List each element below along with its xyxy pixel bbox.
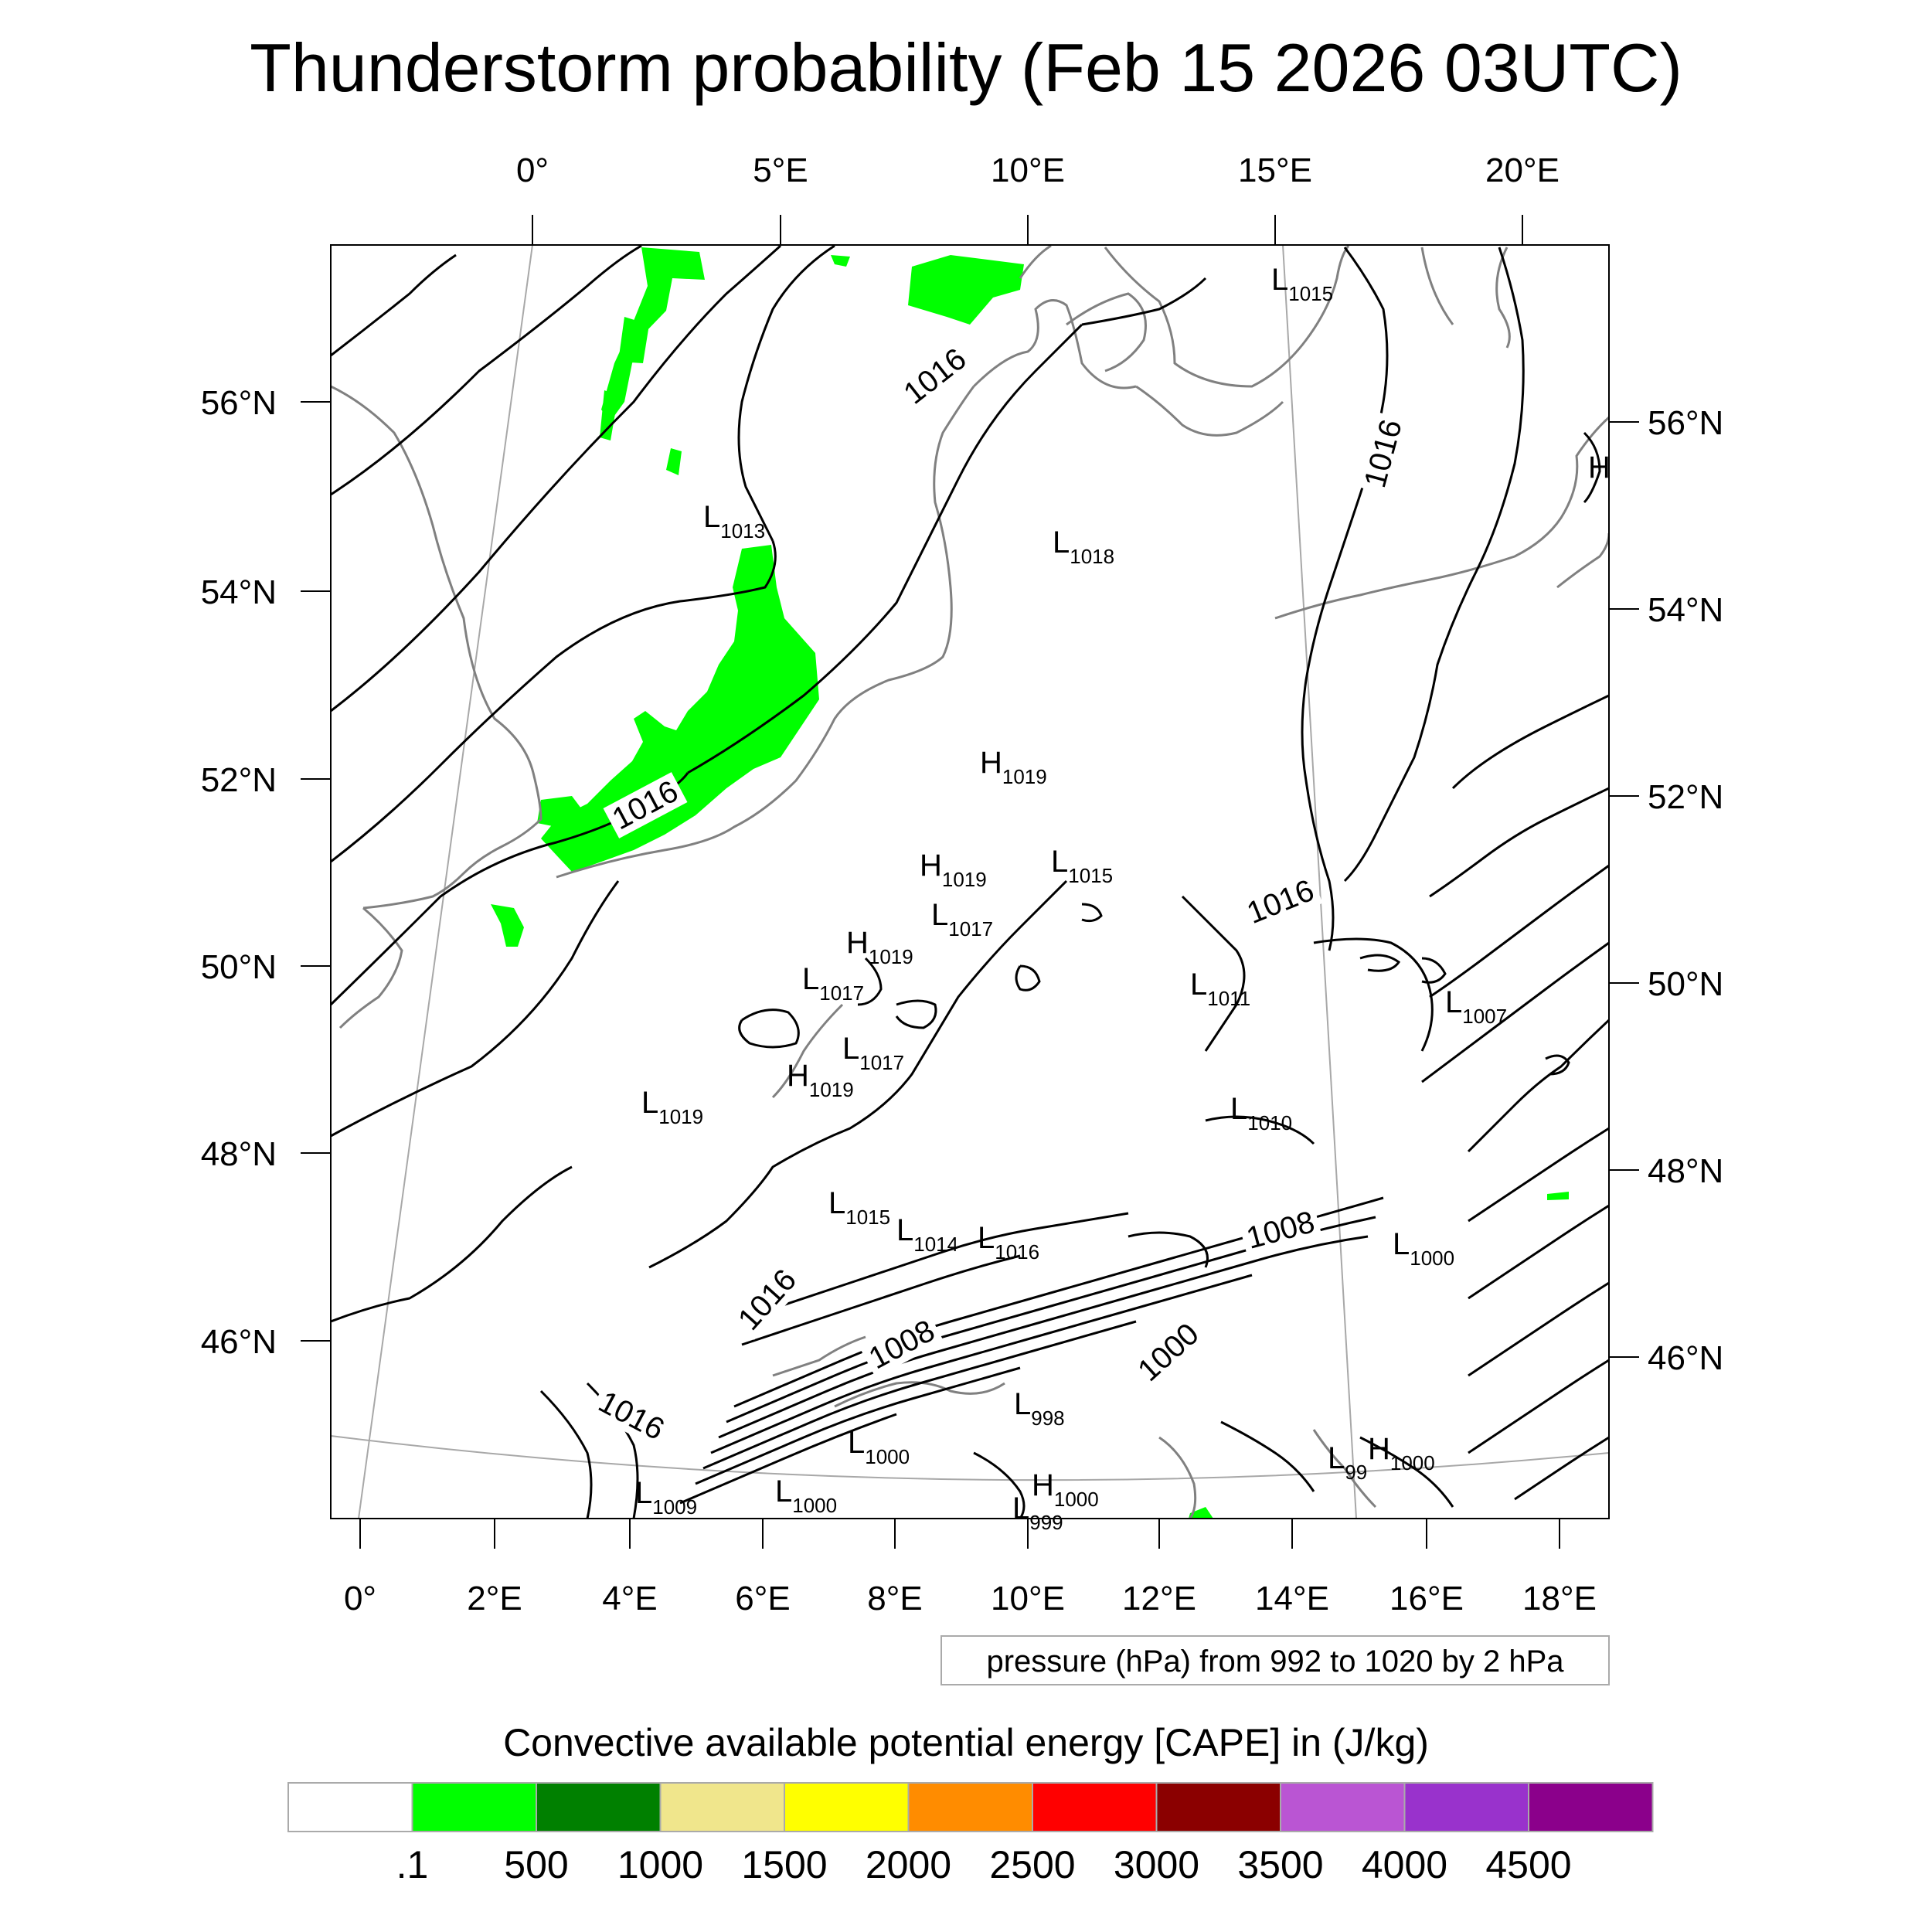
- pressure-center: L99: [1328, 1441, 1367, 1484]
- colorbar-label: 4500: [1485, 1843, 1571, 1886]
- coastlines: [331, 245, 1609, 1519]
- isobars: [331, 245, 1609, 1519]
- colorbar-label: 4000: [1362, 1843, 1447, 1886]
- pressure-center: H1019: [787, 1059, 854, 1101]
- right-lat-label: 46°N: [1648, 1339, 1723, 1377]
- bottom-lon-label: 6°E: [735, 1580, 790, 1617]
- left-lat-label: 56°N: [201, 384, 277, 422]
- pressure-center: L1000: [775, 1475, 837, 1517]
- bottom-lon-label: 14°E: [1255, 1580, 1329, 1617]
- page-title: Thunderstorm probability (Feb 15 2026 03…: [250, 29, 1682, 106]
- colorbar-label: 3500: [1237, 1843, 1323, 1886]
- top-lon-label: 0°: [516, 151, 549, 189]
- bottom-lon-label: 2°E: [467, 1580, 522, 1617]
- colorbar-swatch: [1403, 1782, 1529, 1832]
- pressure-center: L1015: [828, 1186, 890, 1229]
- pressure-center: L1015: [1051, 845, 1113, 887]
- bottom-lon-label: 18°E: [1522, 1580, 1597, 1617]
- colorbar-label: 3000: [1114, 1843, 1199, 1886]
- map-frame: [330, 244, 1610, 1519]
- left-lat-label: 52°N: [201, 761, 277, 799]
- colorbar-swatch: [659, 1782, 785, 1832]
- left-lat-label: 54°N: [201, 573, 277, 611]
- pressure-center: L1019: [641, 1086, 703, 1128]
- bottom-lon-label: 12°E: [1122, 1580, 1196, 1617]
- pressure-center: H1019: [980, 746, 1047, 788]
- pressure-center: L999: [1012, 1492, 1063, 1534]
- colorbar-title: Convective available potential energy [C…: [503, 1721, 1429, 1764]
- colorbar-swatch: [536, 1782, 662, 1832]
- pressure-center: L1017: [802, 962, 864, 1005]
- colorbar-label: 2500: [989, 1843, 1075, 1886]
- pressure-center: L1000: [848, 1426, 910, 1468]
- pressure-center: L1015: [1271, 263, 1333, 305]
- right-lat-label: 52°N: [1648, 778, 1723, 816]
- pressure-center: L1007: [1445, 985, 1507, 1028]
- isobar-label: 1016: [1243, 873, 1319, 930]
- pressure-center: L1010: [1230, 1092, 1292, 1134]
- colorbar-swatch: [907, 1782, 1033, 1832]
- right-lat-label: 56°N: [1648, 404, 1723, 442]
- bottom-lon-label: 10°E: [991, 1580, 1065, 1617]
- pressure-center: H1019: [920, 849, 987, 891]
- pressure-center: L1017: [931, 898, 993, 940]
- colorbar-swatch: [784, 1782, 910, 1832]
- bottom-lon-label: 16°E: [1389, 1580, 1464, 1617]
- colorbar-label: .1: [396, 1843, 429, 1886]
- right-lat-label: 48°N: [1648, 1152, 1723, 1190]
- colorbar-swatch: [1032, 1782, 1158, 1832]
- top-lon-label: 5°E: [753, 151, 808, 189]
- map: 0° 5°E 10°E 15°E 20°E 0° 2°E 4°E 6°E 8°E…: [201, 151, 1723, 1685]
- left-lat-label: 50°N: [201, 948, 277, 986]
- pressure-center: L1000: [1393, 1227, 1454, 1270]
- colorbar-swatch: [411, 1782, 537, 1832]
- colorbar-swatch: [287, 1782, 413, 1832]
- left-lat-label: 48°N: [201, 1135, 277, 1173]
- colorbar-label: 1000: [617, 1843, 703, 1886]
- pressure-center: H: [1588, 451, 1611, 485]
- colorbar-label: 500: [504, 1843, 568, 1886]
- left-lat-label: 46°N: [201, 1323, 277, 1361]
- pressure-center: H1019: [846, 926, 913, 968]
- colorbar: Convective available potential energy [C…: [287, 1721, 1654, 1886]
- pressure-center: H1000: [1368, 1432, 1435, 1475]
- colorbar-label: 1500: [741, 1843, 827, 1886]
- top-lon-label: 20°E: [1485, 151, 1560, 189]
- bottom-lon-label: 8°E: [867, 1580, 922, 1617]
- pressure-center: L1016: [978, 1221, 1039, 1264]
- pressure-center: L1011: [1190, 968, 1250, 1010]
- cape-area: [491, 247, 1569, 1519]
- right-lat-label: 54°N: [1648, 591, 1723, 629]
- colorbar-swatch: [1155, 1782, 1281, 1832]
- colorbar-swatch: [1280, 1782, 1406, 1832]
- pressure-note: pressure (hPa) from 992 to 1020 by 2 hPa: [986, 1645, 1564, 1679]
- isobar-label: 1016: [1358, 416, 1409, 491]
- top-lon-label: 10°E: [991, 151, 1065, 189]
- right-lat-label: 50°N: [1648, 965, 1723, 1003]
- bottom-lon-label: 4°E: [602, 1580, 657, 1617]
- isobar-label: 1016: [593, 1385, 669, 1447]
- pressure-center: L1018: [1053, 526, 1114, 568]
- pressure-center: L1017: [842, 1032, 904, 1074]
- top-lon-label: 15°E: [1238, 151, 1312, 189]
- pressure-center: H1000: [1032, 1468, 1099, 1511]
- pressure-center: L1014: [896, 1213, 958, 1256]
- ticks: [301, 215, 1639, 1549]
- colorbar-swatch: [1528, 1782, 1654, 1832]
- pressure-center: L998: [1014, 1387, 1065, 1430]
- pressure-center: L1009: [635, 1476, 697, 1519]
- bottom-lon-label: 0°: [344, 1580, 376, 1617]
- pressure-note-box: [940, 1635, 1610, 1685]
- colorbar-label: 2000: [866, 1843, 951, 1886]
- pressure-center: L1013: [703, 500, 765, 543]
